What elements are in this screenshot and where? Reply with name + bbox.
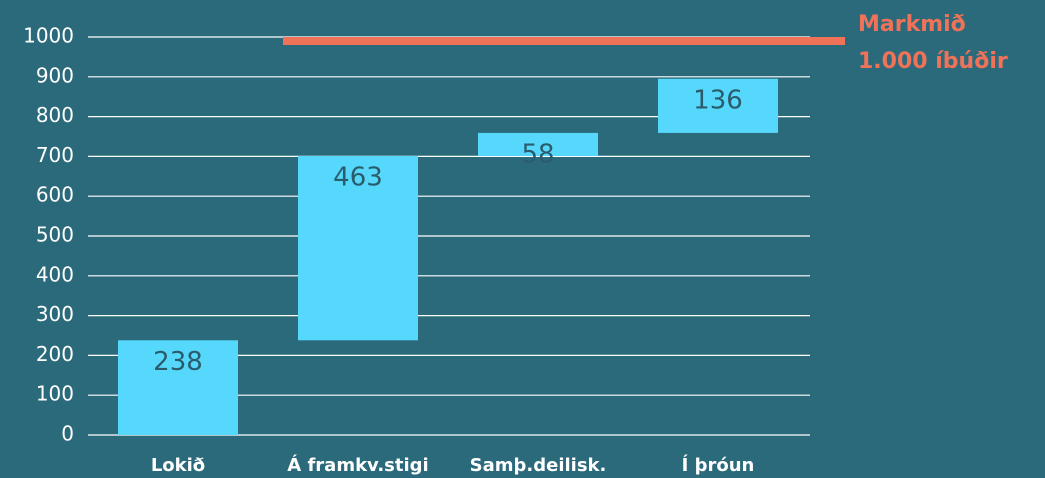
- value-label: 58: [521, 139, 554, 169]
- y-tick-label: 200: [36, 342, 74, 366]
- y-tick-label: 0: [61, 422, 74, 446]
- bar: [118, 340, 238, 435]
- value-label: 136: [693, 85, 743, 115]
- annotation: Markmið: [858, 12, 966, 37]
- y-tick-label: 400: [36, 262, 74, 286]
- x-tick-label: Á framkv.stigi: [287, 454, 428, 476]
- x-tick-label: Í þróun: [682, 454, 755, 476]
- y-tick-label: 700: [36, 143, 74, 167]
- y-tick-label: 900: [36, 63, 74, 87]
- y-tick-label: 500: [36, 223, 74, 247]
- x-tick-label: Lokið: [151, 455, 205, 476]
- y-tick-label: 600: [36, 183, 74, 207]
- x-tick-label: Samþ.deilisk.: [470, 455, 607, 476]
- value-label: 238: [153, 347, 203, 377]
- y-tick-label: 800: [36, 103, 74, 127]
- value-label: 463: [333, 163, 383, 193]
- y-tick-label: 1000: [23, 24, 74, 48]
- y-tick-label: 100: [36, 382, 74, 406]
- bar: [478, 132, 598, 157]
- annotation: 1.000 íbúðir: [858, 49, 1008, 74]
- bar: [658, 78, 778, 133]
- y-tick-label: 300: [36, 302, 74, 326]
- bar: [298, 156, 418, 341]
